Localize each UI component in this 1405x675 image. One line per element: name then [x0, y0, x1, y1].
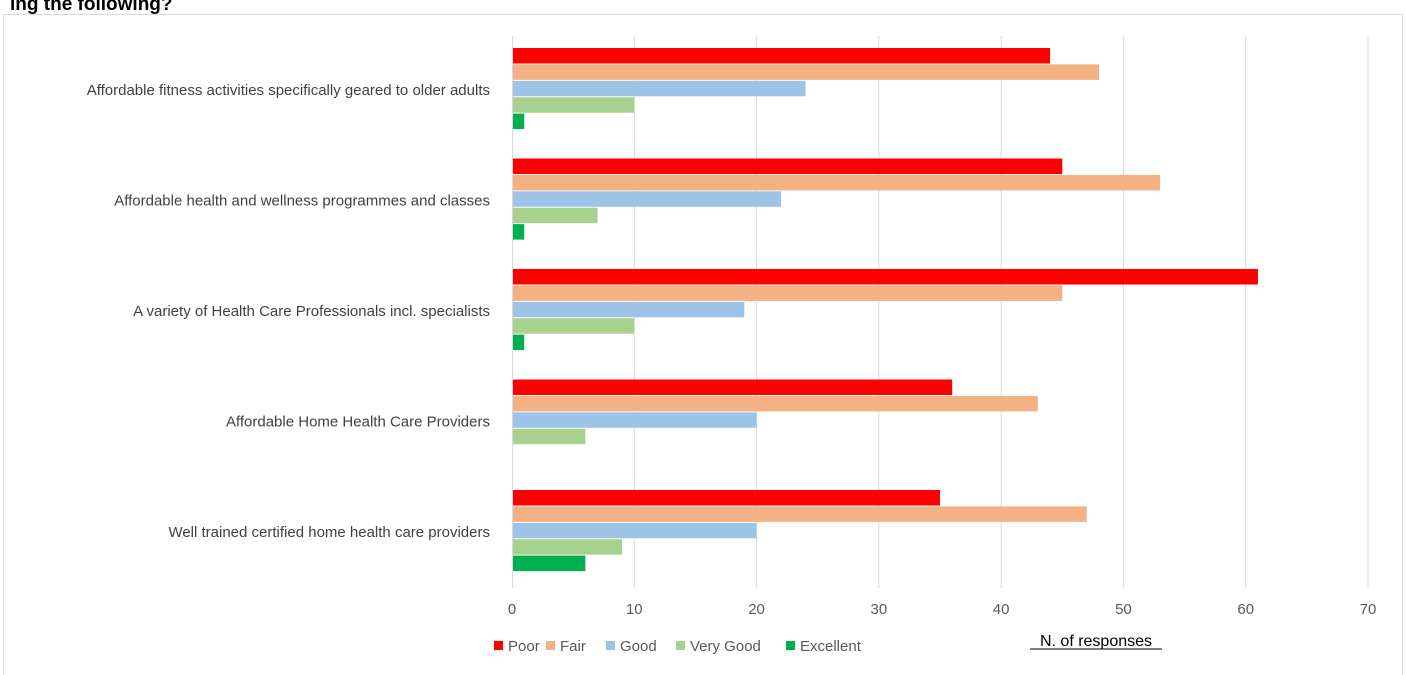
bar-very-good [512, 539, 623, 555]
x-tick-label: 50 [1115, 601, 1132, 618]
category-label: A variety of Health Care Professionals i… [133, 303, 490, 320]
chart-title: ing the following? [10, 0, 173, 15]
x-tick-label: 60 [1237, 601, 1254, 618]
bar-fair [512, 64, 1099, 80]
bar-very-good [512, 97, 635, 113]
bar-fair [512, 285, 1063, 301]
bar-good [512, 522, 757, 539]
bar-good [512, 191, 782, 207]
bar-good [512, 80, 806, 97]
category-label: Affordable fitness activities specifical… [87, 82, 490, 99]
legend-label: Poor [508, 638, 540, 655]
legend-swatch-excellent [786, 641, 795, 650]
legend-swatch-fair [546, 641, 555, 650]
bar-good [512, 301, 745, 318]
bar-very-good [512, 207, 598, 224]
bar-good [512, 412, 757, 428]
legend-swatch-poor [494, 641, 503, 650]
legend-label: Good [620, 638, 657, 655]
bar-poor [512, 490, 940, 506]
bar-poor [512, 379, 953, 395]
bar-fair [512, 506, 1087, 522]
bar-fair [512, 174, 1161, 191]
bar-poor [512, 269, 1258, 285]
bar-fair [512, 395, 1038, 412]
category-label: Affordable Home Health Care Providers [226, 414, 490, 431]
x-tick-label: 20 [748, 601, 765, 618]
bar-excellent [512, 224, 525, 240]
x-tick-label: 70 [1360, 601, 1377, 618]
bar-excellent [512, 334, 525, 351]
legend-swatch-very-good [676, 641, 685, 650]
bar-very-good [512, 428, 586, 445]
legend-swatch-good [606, 641, 615, 650]
category-label: Well trained certified home health care … [168, 524, 490, 541]
legend-label: Excellent [800, 638, 862, 655]
legend-label: Very Good [690, 638, 761, 655]
x-axis-title: N. of responses [1040, 633, 1152, 650]
bar-poor [512, 48, 1051, 64]
chart-frame [3, 14, 1403, 675]
bar-excellent [512, 555, 586, 572]
bar-very-good [512, 318, 635, 334]
x-tick-label: 30 [871, 601, 888, 618]
x-tick-label: 0 [508, 601, 516, 618]
bar-poor [512, 158, 1063, 174]
x-tick-label: 40 [993, 601, 1010, 618]
category-label: Affordable health and wellness programme… [114, 193, 490, 210]
bar-excellent [512, 113, 525, 130]
x-tick-label: 10 [626, 601, 643, 618]
legend-label: Fair [560, 638, 586, 655]
